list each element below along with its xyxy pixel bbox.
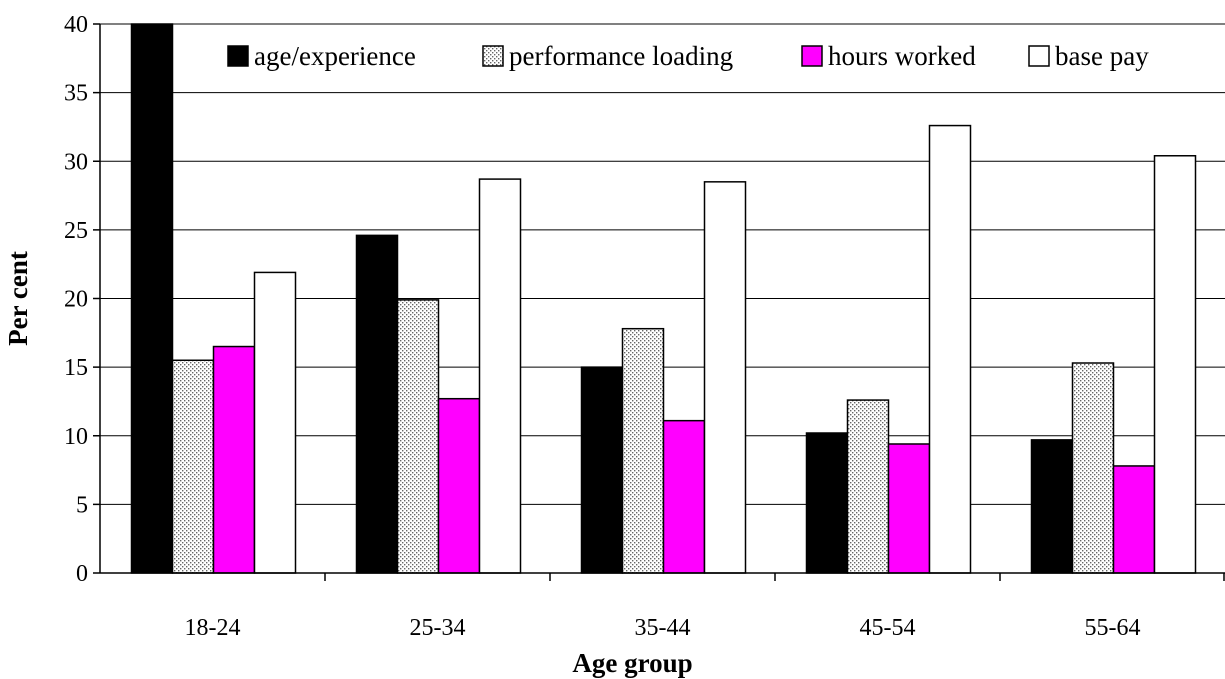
bar-age-experience-45-54 <box>805 432 849 574</box>
bar-age-experience-25-34 <box>355 234 399 574</box>
legend-swatch <box>482 45 504 67</box>
y-tick-label: 35 <box>64 81 88 107</box>
bar-age-experience-55-64 <box>1030 439 1074 574</box>
bar-age-experience-18-24 <box>130 23 174 574</box>
legend-swatch <box>1028 45 1050 67</box>
y-tick-label: 0 <box>76 561 88 587</box>
y-tick-label: 5 <box>76 492 88 518</box>
x-tick-label: 55-64 <box>1085 615 1141 641</box>
bar-performance-loading-25-34 <box>396 299 440 574</box>
legend-label: age/experience <box>254 41 416 71</box>
legend: age/experience performance loading hours w… <box>227 41 1149 71</box>
bar-performance-loading-45-54 <box>846 399 890 574</box>
legend-swatch <box>227 45 249 67</box>
x-tick-label: 25-34 <box>410 615 466 641</box>
bar-hours-worked-35-44 <box>662 419 706 574</box>
bar-base-pay-18-24 <box>253 271 297 574</box>
y-tick-label: 25 <box>64 218 88 244</box>
bar-performance-loading-18-24 <box>171 359 215 574</box>
legend-label: base pay <box>1055 41 1149 71</box>
y-tick-label: 10 <box>64 424 88 450</box>
bar-hours-worked-18-24 <box>212 345 256 574</box>
y-tick-label: 30 <box>64 149 88 175</box>
legend-label: performance loading <box>509 41 733 71</box>
bar-age-experience-35-44 <box>580 366 624 574</box>
x-axis-title: Age group <box>572 648 692 678</box>
bar-hours-worked-25-34 <box>437 397 481 574</box>
bar-hours-worked-45-54 <box>887 443 931 574</box>
bars <box>130 23 1197 574</box>
x-tick-labels: 18-24 25-34 35-44 45-54 55-64 <box>185 573 1225 641</box>
x-tick-label: 45-54 <box>860 615 916 641</box>
y-tick-label: 15 <box>64 355 88 381</box>
y-tick-label: 20 <box>64 287 88 313</box>
y-axis-title: Per cent <box>3 251 33 346</box>
x-tick-label: 35-44 <box>635 615 691 641</box>
y-tick-label: 40 <box>64 12 88 38</box>
bar-base-pay-25-34 <box>478 178 522 574</box>
legend-swatch <box>801 45 823 67</box>
bar-performance-loading-55-64 <box>1071 362 1115 574</box>
bar-performance-loading-35-44 <box>621 327 665 574</box>
bar-base-pay-55-64 <box>1153 155 1197 574</box>
bar-base-pay-45-54 <box>928 124 972 574</box>
legend-label: hours worked <box>828 41 976 71</box>
bar-base-pay-35-44 <box>703 181 747 574</box>
x-tick-label: 18-24 <box>185 615 241 641</box>
y-tick-labels: 0 5 10 15 20 25 30 35 40 <box>64 12 100 587</box>
bar-hours-worked-55-64 <box>1112 465 1156 574</box>
